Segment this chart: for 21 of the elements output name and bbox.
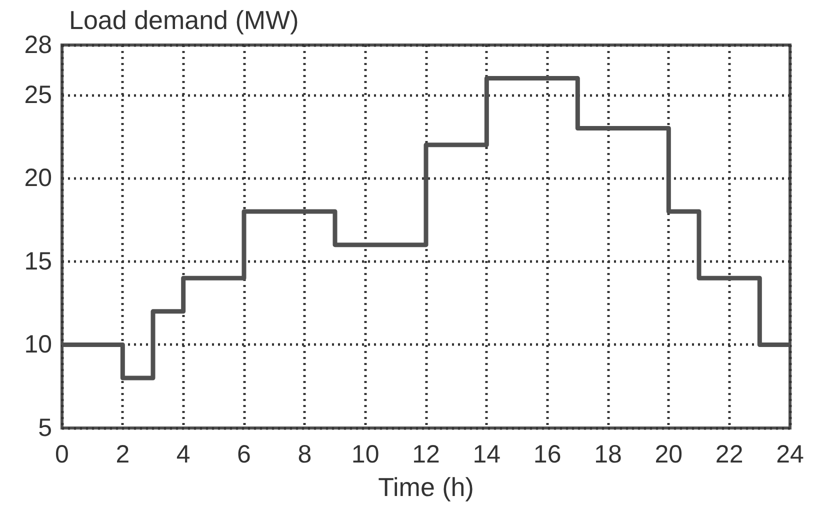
x-tick-label: 4 [176,440,190,468]
x-tick-label: 18 [594,440,622,468]
x-tick-label: 20 [654,440,683,468]
x-tick-label: 6 [237,440,251,468]
y-tick-label: 25 [24,80,52,109]
y-axis-title: Load demand (MW) [69,5,299,35]
x-tick-label: 10 [351,440,380,468]
x-tick-label: 14 [472,440,501,468]
x-tick-label: 12 [412,440,440,468]
x-tick-label: 16 [533,440,562,468]
y-tick-label: 28 [24,31,52,59]
y-tick-label: 20 [24,164,52,192]
x-tick-label: 2 [116,440,130,468]
y-tick-label: 10 [24,330,52,359]
x-tick-label: 0 [55,440,69,468]
x-tick-label: 22 [715,440,744,468]
x-axis-title: Time (h) [378,472,474,502]
x-tick-label: 8 [298,440,312,468]
y-tick-label: 15 [24,247,52,276]
y-tick-label: 5 [38,414,52,442]
x-tick-label: 24 [776,440,804,468]
